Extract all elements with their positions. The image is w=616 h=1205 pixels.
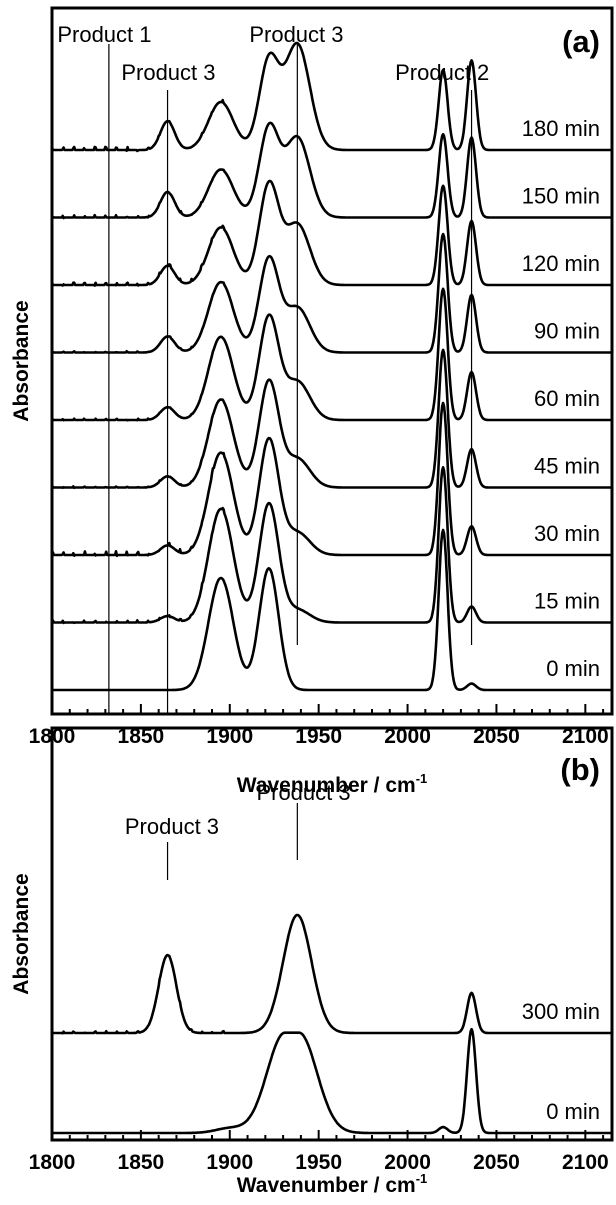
product-label: Product 1 <box>57 22 151 47</box>
spectrum-trace <box>50 287 614 422</box>
x-tick-label: 1900 <box>206 725 253 748</box>
trace-label: 60 min <box>534 386 600 411</box>
spectrum-trace <box>50 348 614 490</box>
x-tick-label: 1950 <box>295 725 342 748</box>
x-tick-label: 2000 <box>384 725 431 748</box>
panel-label: (b) <box>560 752 600 787</box>
spectrum-trace <box>50 232 614 354</box>
x-axis-title-superscript: -1 <box>416 1171 428 1186</box>
product-label: Product 3 <box>256 780 350 805</box>
y-axis-title: Absorbance <box>10 300 33 421</box>
spectrum-trace <box>50 121 614 220</box>
trace-label: 90 min <box>534 319 600 344</box>
x-tick-label: 1950 <box>295 1151 342 1174</box>
plot-frame <box>50 726 614 1142</box>
x-tick-label: 1850 <box>118 1151 165 1174</box>
x-tick-label: 2100 <box>562 1151 609 1174</box>
x-axis-title-superscript: -1 <box>416 771 428 786</box>
x-axis-title-text: Wavenumber / cm <box>237 774 416 797</box>
product-label: Product 3 <box>249 22 343 47</box>
panel-label: (a) <box>562 24 600 59</box>
chart-panel-b: 0 min 300 min Product 3 Product 3 1800 1850 19… <box>10 726 614 1197</box>
spectrum-trace <box>50 41 614 153</box>
x-tick-label: 1800 <box>29 1151 76 1174</box>
x-tick-label: 2100 <box>562 725 609 748</box>
x-tick-label: 2050 <box>473 725 520 748</box>
spectrum-trace <box>50 466 614 625</box>
trace-label: 0 min <box>546 1099 600 1124</box>
trace-label: 180 min <box>522 116 600 141</box>
trace-label: 300 min <box>522 999 600 1024</box>
trace-label: 150 min <box>522 184 600 209</box>
plot-frame <box>50 6 614 716</box>
x-axis-title: Wavenumber / cm-1 <box>237 1171 428 1197</box>
spectrum-trace <box>50 528 614 692</box>
trace-label: 45 min <box>534 454 600 479</box>
trace-label: 0 min <box>546 656 600 681</box>
spectrum-trace <box>50 401 614 558</box>
chart-panel-a: 0 min 15 min 30 min 45 min 60 min 90 min 120 m… <box>10 6 614 797</box>
trace-label: 15 min <box>534 589 600 614</box>
spectrum-trace <box>50 1027 614 1135</box>
x-tick-label: 1900 <box>206 1151 253 1174</box>
product-label: Product 3 <box>125 814 219 839</box>
product-label: Product 2 <box>395 60 489 85</box>
spectrum-trace <box>50 913 614 1035</box>
y-axis-title: Absorbance <box>10 873 33 994</box>
product-label: Product 3 <box>121 60 215 85</box>
trace-label: 30 min <box>534 521 600 546</box>
x-tick-label: 2000 <box>384 1151 431 1174</box>
x-axis-title: Wavenumber / cm-1 <box>237 771 428 797</box>
x-tick-label: 2050 <box>473 1151 520 1174</box>
x-axis-title-text: Wavenumber / cm <box>237 1174 416 1197</box>
trace-label: 120 min <box>522 251 600 276</box>
x-tick-label: 1850 <box>118 725 165 748</box>
spectrum-trace <box>50 179 614 287</box>
